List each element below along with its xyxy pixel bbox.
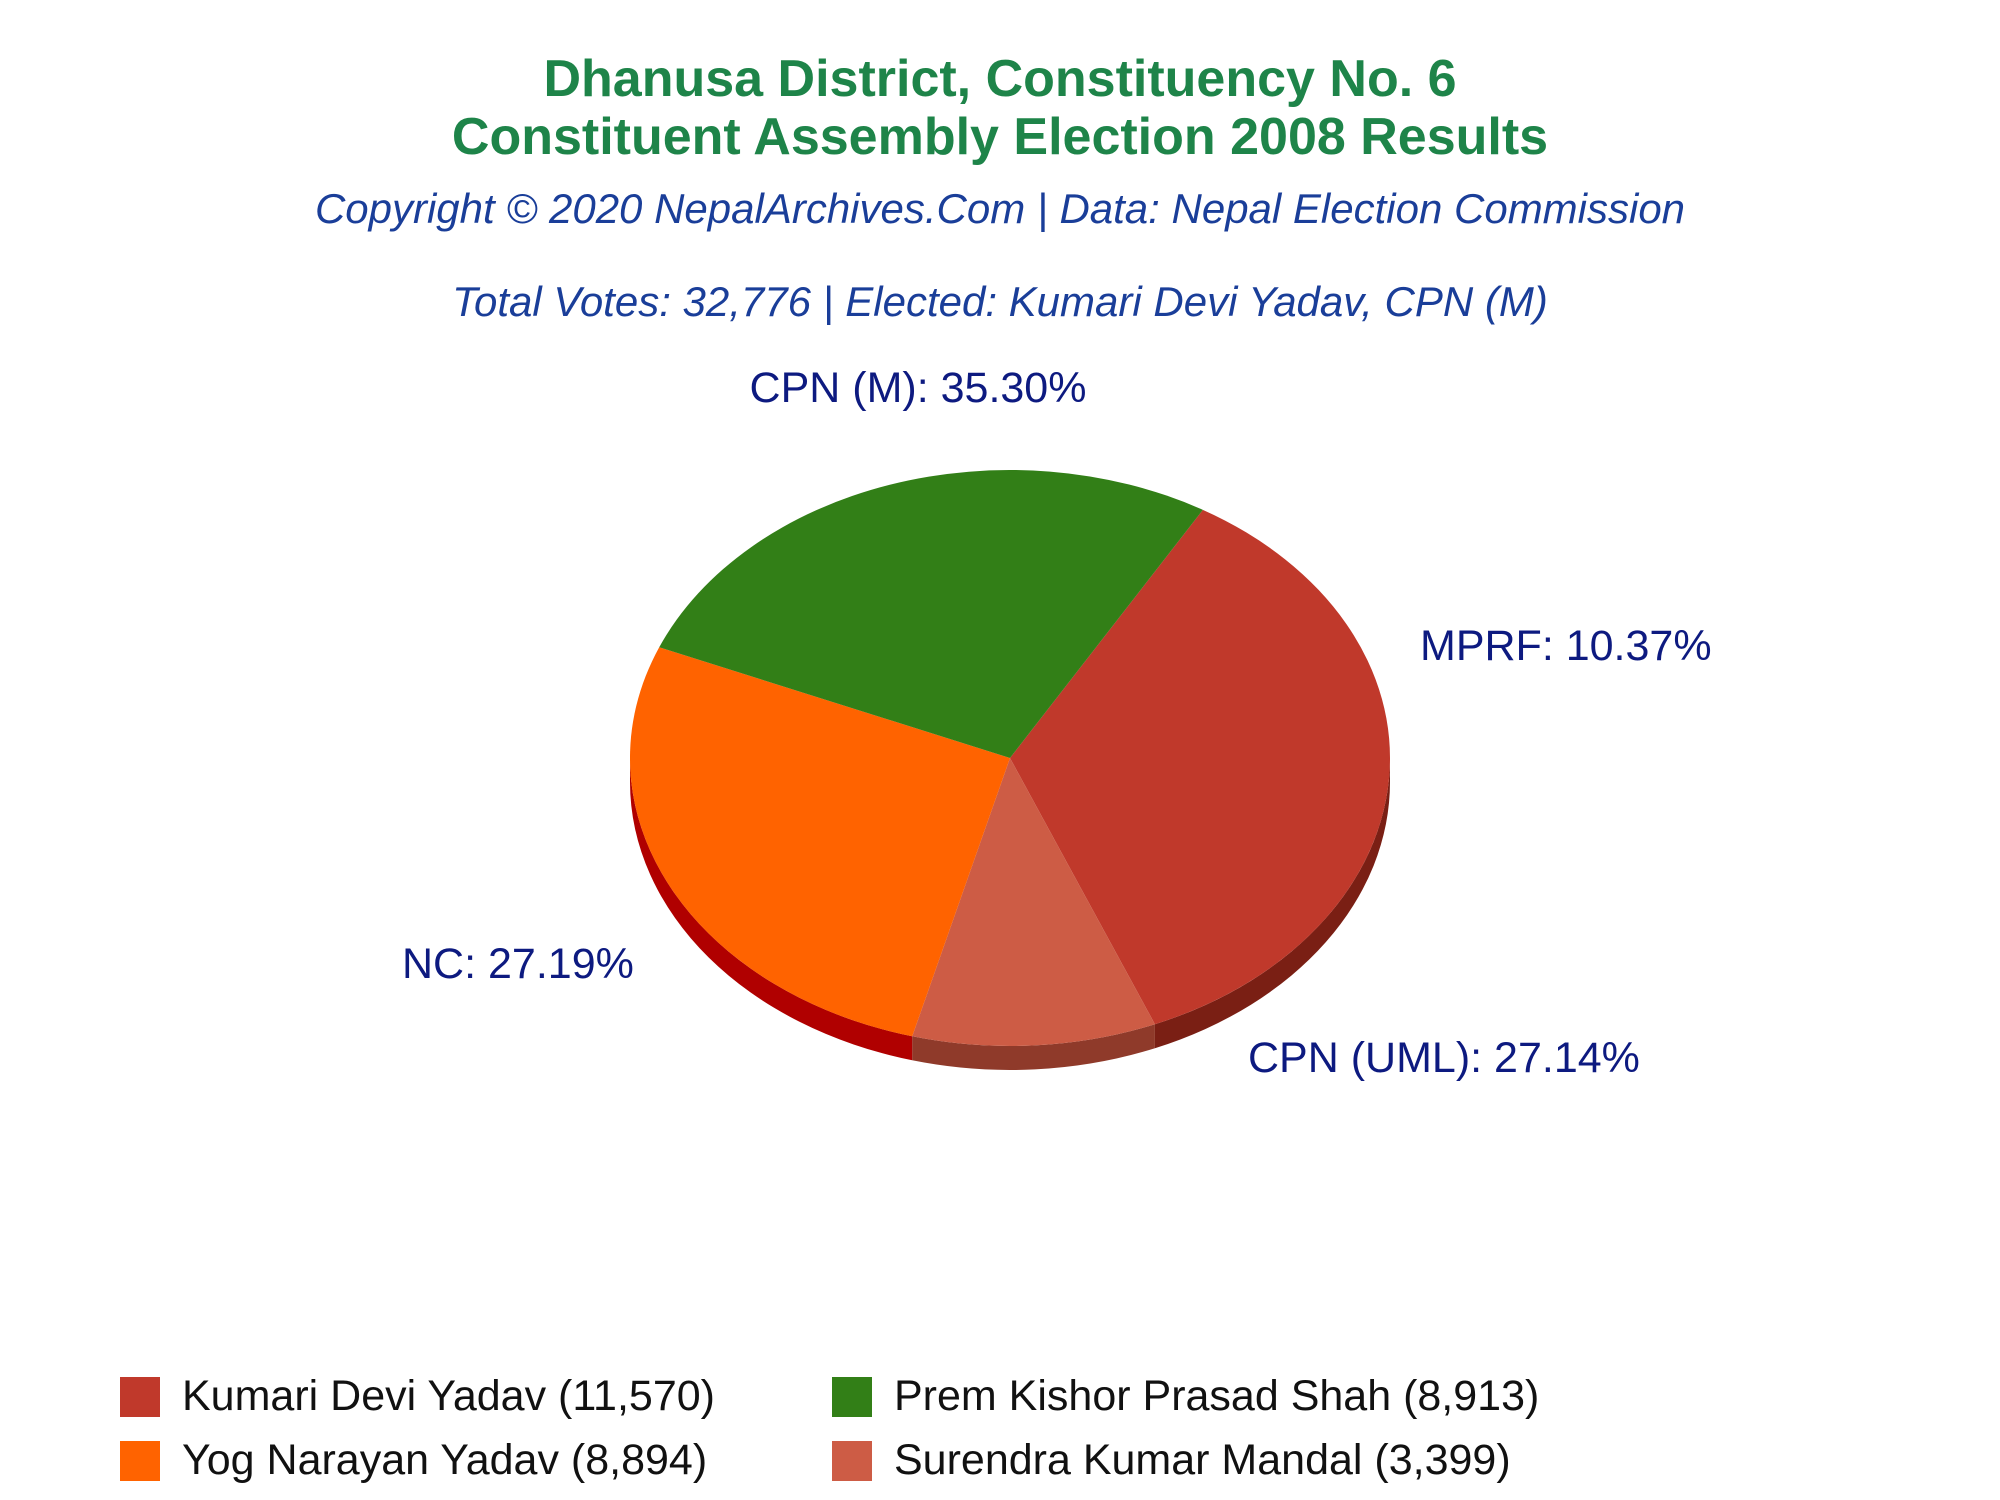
pie-slice-label-0: CPN (M): 35.30% [750,364,1087,412]
legend-label: Kumari Devi Yadav (11,570) [182,1372,715,1420]
copyright-text: Copyright © 2020 NepalArchives.Com | Dat… [314,185,1686,232]
legend-swatch [120,1440,160,1481]
pie-slice-side-0 [1154,758,1390,1049]
vote-summary: Total Votes: 32,776 | Elected: Kumari De… [452,278,1548,325]
legend-swatch [832,1376,872,1417]
legend-item[interactable]: Prem Kishor Prasad Shah (8,913) [832,1372,1539,1421]
pie-slice-0[interactable] [1010,509,1391,1025]
pie-slice-label-1: MPRF: 10.37% [1420,622,1712,670]
pie-slice-3[interactable] [659,469,1203,758]
legend-label: Prem Kishor Prasad Shah (8,913) [894,1372,1540,1420]
pie-labels: CPN (M): 35.30% MPRF: 10.37% CPN (UML): 27… [402,364,1712,1082]
legend-label: Yog Narayan Yadav (8,894) [182,1436,708,1484]
legend-swatch [832,1440,872,1481]
pie-slice-1[interactable] [912,758,1155,1046]
legend-item[interactable]: Kumari Devi Yadav (11,570) [120,1372,715,1421]
legend-swatch [120,1376,160,1417]
pie-slice-label-3: NC: 27.19% [402,940,634,988]
pie-slice-side-2 [630,758,913,1061]
pie-slices [629,469,1391,1046]
legend-item[interactable]: Surendra Kumar Mandal (3,399) [832,1436,1511,1485]
legend-label: Surendra Kumar Mandal (3,399) [894,1436,1511,1484]
chart-title-line-2: Constituent Assembly Election 2008 Resul… [451,108,1549,166]
pie-depth [630,758,1390,1070]
pie-slice-side-1 [912,1024,1155,1070]
pie-slice-label-2: CPN (UML): 27.14% [1248,1034,1640,1082]
legend-item[interactable]: Yog Narayan Yadav (8,894) [120,1436,707,1485]
chart-title-line-1: Dhanusa District, Constituency No. 6 [543,50,1457,108]
pie-slice-2[interactable] [629,647,1010,1037]
